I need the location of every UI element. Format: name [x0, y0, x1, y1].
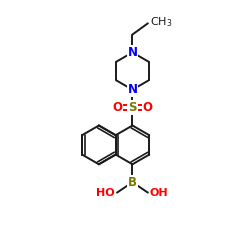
Text: CH$_3$: CH$_3$	[150, 16, 173, 29]
Text: OH: OH	[150, 188, 169, 198]
Text: HO: HO	[96, 188, 115, 198]
Text: N: N	[128, 83, 138, 96]
Text: N: N	[128, 46, 138, 59]
Text: O: O	[112, 101, 122, 114]
Text: S: S	[128, 101, 137, 114]
Text: B: B	[128, 176, 137, 189]
Text: O: O	[143, 101, 153, 114]
